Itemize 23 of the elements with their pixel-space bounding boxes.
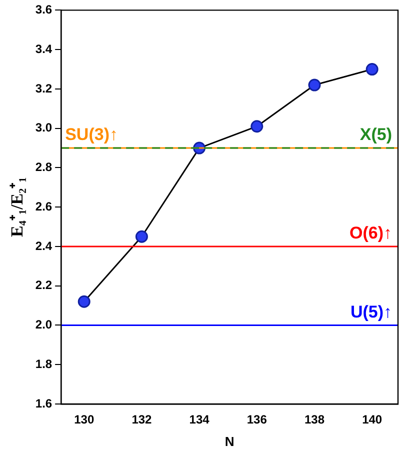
x-axis-title: N — [224, 434, 234, 449]
y-tick-label: 1.8 — [35, 356, 52, 371]
x-tick-label: 140 — [362, 412, 382, 427]
ref-line-label: U(5)↑ — [350, 302, 392, 322]
y-axis-title: E₄⁺₁/E₂⁺₁ — [8, 177, 27, 237]
y-tick-label: 3.6 — [35, 2, 52, 17]
ref-line-label: O(6)↑ — [350, 224, 392, 243]
y-tick-label: 3.0 — [35, 120, 52, 135]
ref-line-label: SU(3)↑ — [65, 125, 118, 144]
y-tick-label: 2.6 — [35, 199, 52, 214]
x-tick-label: 134 — [189, 412, 210, 427]
y-tick-label: 2.0 — [35, 318, 52, 332]
x-tick-label: 138 — [304, 412, 325, 427]
y-tick-label: 3.2 — [35, 81, 52, 96]
y-tick-label: 3.4 — [35, 42, 52, 56]
y-tick-label: 2.4 — [35, 238, 52, 253]
x-tick-label: 130 — [74, 412, 94, 427]
x-tick-label: 136 — [246, 412, 268, 427]
y-tick-label: 2.2 — [35, 278, 52, 292]
ref-line-label: X(5) — [360, 125, 392, 144]
y-tick-label: 2.8 — [35, 160, 52, 174]
y-tick-label: 1.6 — [35, 396, 52, 410]
x-tick-label: 132 — [132, 412, 152, 427]
